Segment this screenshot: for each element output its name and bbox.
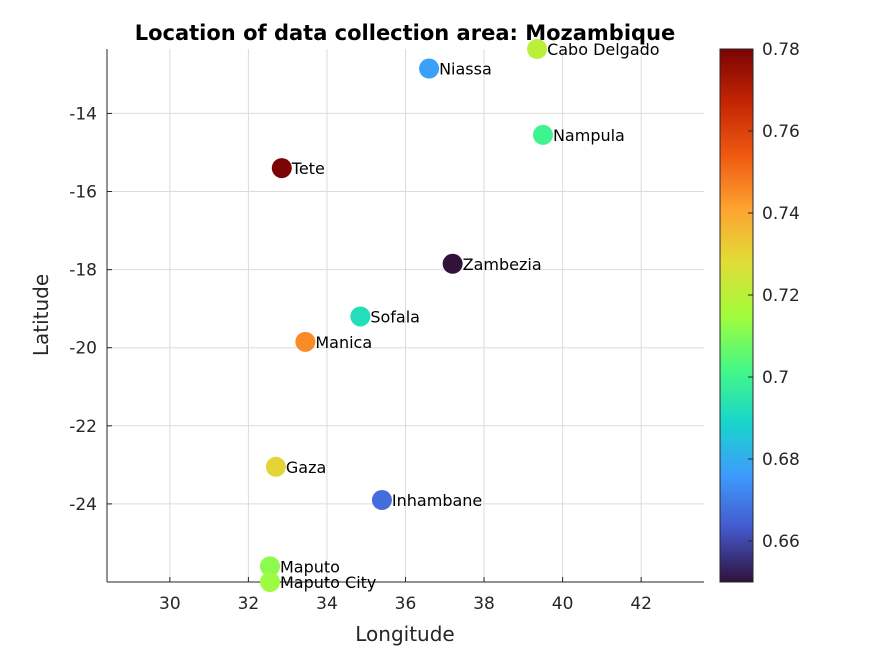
y-tick-label: -24	[69, 495, 97, 515]
x-tick-labels: 30 32 34 36 38 40 42	[159, 594, 652, 614]
data-point	[259, 572, 280, 592]
y-tick-label: -16	[69, 183, 97, 203]
y-tick-label: -14	[69, 104, 97, 124]
data-point	[295, 331, 316, 352]
axes	[106, 49, 704, 583]
data-point	[419, 58, 440, 79]
x-tick-label: 34	[316, 594, 338, 614]
x-axis-label: Longitude	[355, 622, 454, 646]
grid	[107, 49, 704, 582]
y-tick-labels: -24 -22 -20 -18 -16 -14	[69, 104, 97, 514]
colorbar-tick-label: 0.78	[762, 40, 800, 60]
point-label: Inhambane	[392, 491, 482, 510]
colorbar-tick-label: 0.66	[762, 532, 800, 552]
x-tick-label: 32	[238, 594, 260, 614]
data-points	[259, 39, 553, 592]
x-tick-label: 40	[552, 594, 574, 614]
colorbar	[719, 48, 754, 583]
x-tick-label: 36	[395, 594, 417, 614]
point-label: Sofala	[370, 307, 420, 326]
colorbar-tick-label: 0.72	[762, 286, 800, 306]
x-tick-label: 30	[159, 594, 181, 614]
y-tick-label: -18	[69, 261, 97, 281]
data-point	[371, 490, 392, 510]
point-label: Cabo Delgado	[547, 40, 660, 59]
point-label: Maputo	[280, 557, 340, 576]
colorbar-tick-label: 0.74	[762, 204, 800, 224]
point-label: Nampula	[553, 126, 625, 145]
data-point	[271, 158, 292, 179]
data-point	[265, 456, 286, 477]
data-point	[442, 253, 463, 274]
colorbar-tick-label: 0.76	[762, 122, 800, 142]
y-axis-label: Latitude	[29, 274, 53, 356]
chart-title: Location of data collection area: Mozamb…	[135, 21, 676, 45]
data-point	[350, 306, 371, 327]
data-point	[259, 556, 280, 577]
colorbar-tick-label: 0.68	[762, 450, 800, 470]
colorbar-tick-label: 0.7	[762, 368, 789, 388]
x-tick-label: 38	[473, 594, 495, 614]
point-label: Manica	[315, 333, 372, 352]
point-label: Gaza	[286, 458, 326, 477]
data-point	[527, 39, 548, 59]
data-point	[532, 124, 553, 145]
x-tick-label: 42	[630, 594, 652, 614]
point-label: Zambezia	[463, 255, 542, 274]
point-label: Niassa	[439, 60, 492, 79]
y-tick-label: -22	[69, 417, 97, 437]
point-label: Tete	[291, 159, 325, 178]
y-tick-label: -20	[69, 339, 97, 359]
colorbar-tick-labels: 0.66 0.68 0.7 0.72 0.74 0.76 0.78	[748, 40, 800, 552]
point-labels: Cabo Delgado Niassa Nampula Tete Zambezia Sof…	[280, 40, 660, 592]
point-label: Maputo City	[280, 573, 376, 592]
